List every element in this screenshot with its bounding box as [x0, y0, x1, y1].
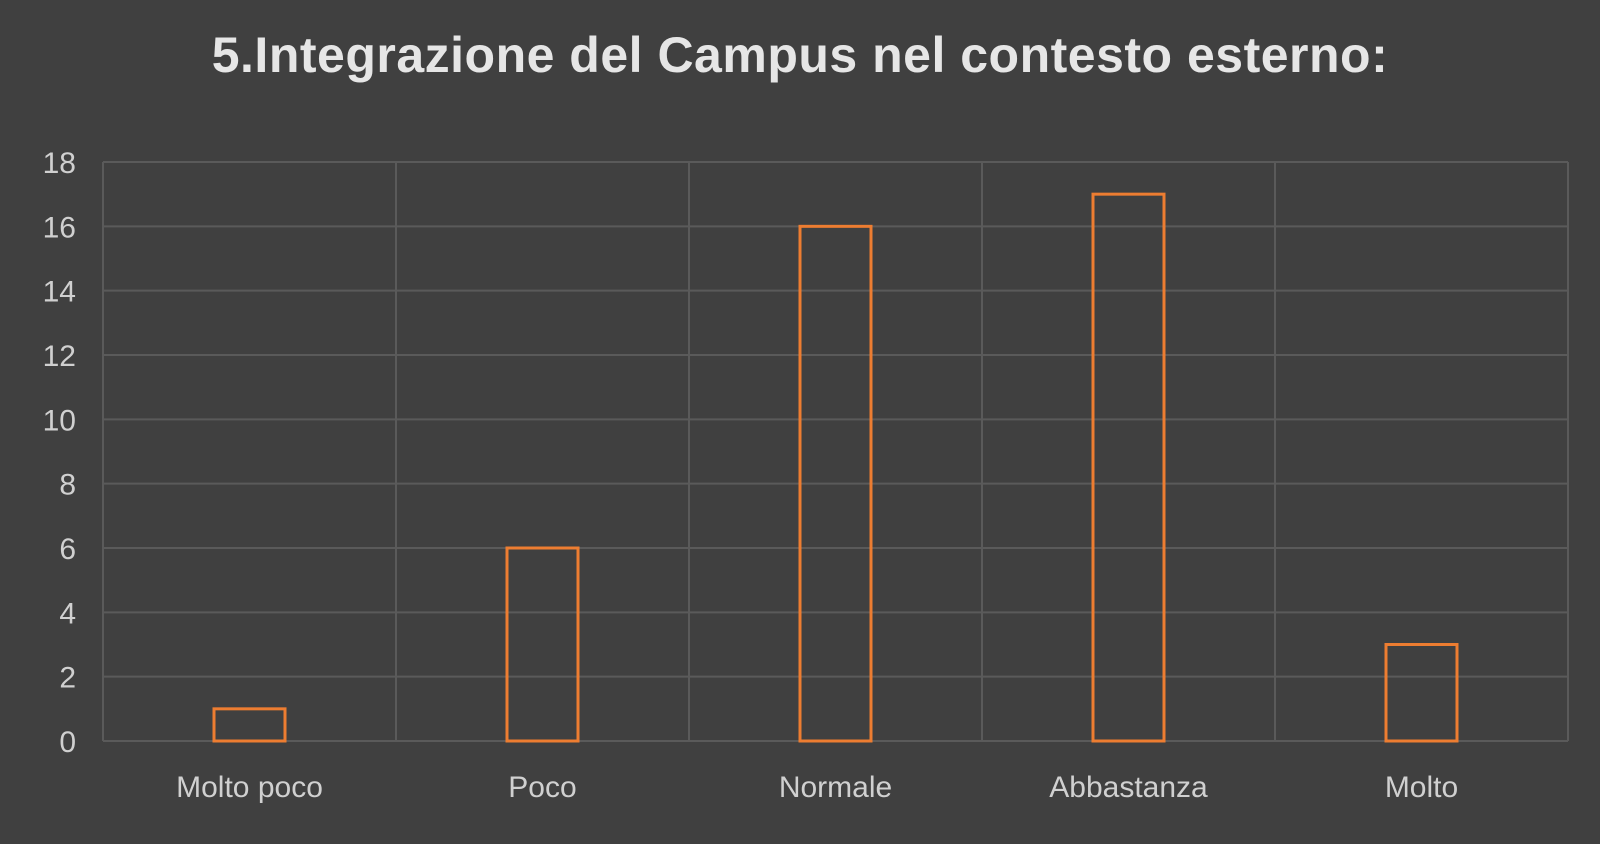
y-tick-label: 0: [59, 726, 76, 759]
chart-title: 5.Integrazione del Campus nel contesto e…: [211, 27, 1389, 83]
y-tick-label: 2: [59, 662, 76, 695]
y-tick-label: 12: [43, 340, 76, 373]
bar-molto-poco: [212, 707, 287, 743]
grid-layer: [102, 161, 1569, 742]
y-tick-label: 18: [43, 147, 76, 180]
bar-abbastanza: [1091, 192, 1166, 743]
x-tick-label: Poco: [508, 771, 576, 804]
y-tick-label: 6: [59, 533, 76, 566]
x-tick-label: Abbastanza: [1049, 771, 1208, 804]
y-tick-label: 10: [43, 404, 76, 437]
bar-layer: [212, 192, 1459, 743]
bar-poco: [505, 546, 580, 743]
label-layer: 0 2 4 6 8 10 12 14 16 18 Molto poco Poco Normale Abba…: [43, 147, 1459, 804]
x-tick-label: Molto poco: [176, 771, 323, 804]
bar-molto: [1384, 643, 1459, 743]
y-tick-label: 4: [59, 597, 76, 630]
x-tick-label: Molto: [1385, 771, 1458, 804]
y-tick-label: 8: [59, 469, 76, 502]
y-tick-label: 14: [43, 276, 76, 309]
y-tick-label: 16: [43, 211, 76, 244]
x-tick-label: Normale: [779, 771, 892, 804]
bar-normale: [798, 224, 873, 743]
